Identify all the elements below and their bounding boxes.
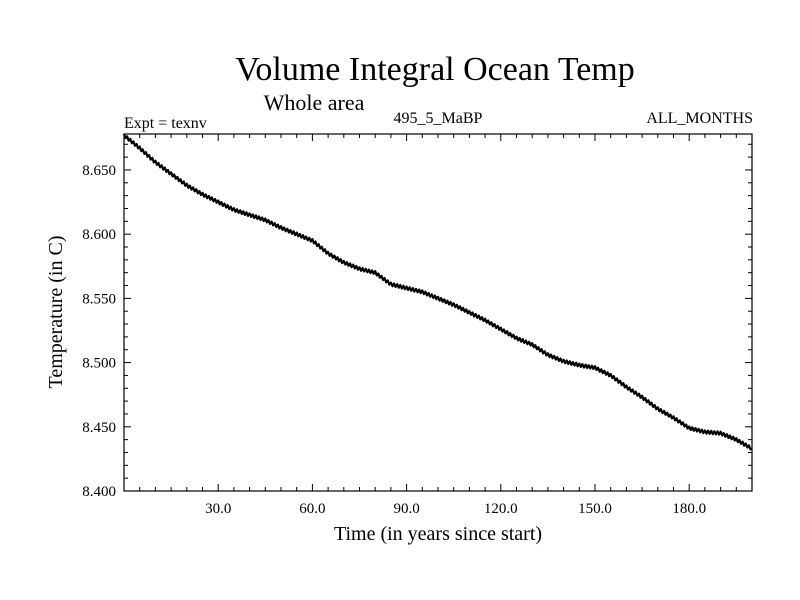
x-axis-label: Time (in years since start) xyxy=(334,523,542,545)
y-tick-label: 8.600 xyxy=(82,227,116,243)
period-label: 495_5_MaBP xyxy=(394,110,483,127)
chart-title: Volume Integral Ocean Temp xyxy=(235,51,635,88)
y-tick-label: 8.500 xyxy=(82,356,116,372)
x-tick-label: 120.0 xyxy=(484,501,518,517)
series-line xyxy=(122,133,753,451)
x-tick-label: 150.0 xyxy=(578,501,612,517)
x-tick-label: 180.0 xyxy=(672,501,706,517)
months-label: ALL_MONTHS xyxy=(646,110,753,127)
x-tick-label: 30.0 xyxy=(205,501,231,517)
chart-subtitle: Whole area xyxy=(264,90,365,115)
y-axis-label: Temperature (in C) xyxy=(45,236,67,389)
y-tick-label: 8.450 xyxy=(82,420,116,436)
series-group xyxy=(122,133,753,451)
axis-tick-labels: 30.0 60.0 90.0 120.0 150.0 180.0 8.400 8.450 8.5… xyxy=(82,163,706,517)
experiment-label: Expt = texnv xyxy=(124,115,207,132)
plot-frame xyxy=(123,133,753,492)
x-tick-label: 90.0 xyxy=(393,501,419,517)
y-tick-label: 8.650 xyxy=(82,163,116,179)
y-tick-label: 8.550 xyxy=(82,291,116,307)
y-tick-label: 8.400 xyxy=(82,484,116,500)
x-tick-label: 60.0 xyxy=(299,501,325,517)
axis-ticks xyxy=(124,134,752,491)
